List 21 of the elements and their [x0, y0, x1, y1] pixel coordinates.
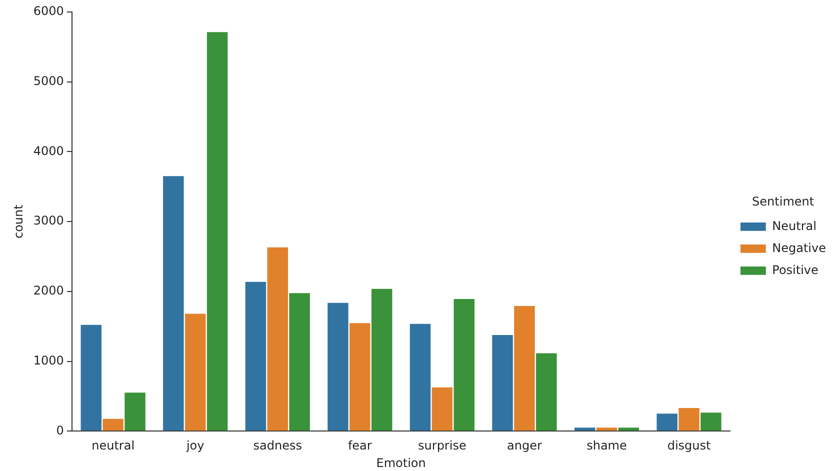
legend-label: Negative: [772, 240, 826, 255]
legend-label: Neutral: [772, 218, 816, 233]
x-tick-label: shame: [586, 438, 627, 453]
legend-label: Positive: [772, 262, 818, 277]
x-tick-label: fear: [348, 438, 372, 453]
x-tick-label: neutral: [92, 438, 135, 453]
y-tick-label: 2000: [33, 284, 64, 298]
x-tick-label: anger: [507, 438, 542, 453]
y-tick-label: 5000: [33, 74, 64, 88]
x-tick-label: joy: [185, 438, 204, 453]
y-axis-title: count: [11, 204, 26, 239]
x-tick-label: sadness: [253, 438, 302, 453]
x-axis-title: Emotion: [376, 456, 426, 470]
y-tick-label: 4000: [33, 144, 64, 158]
y-tick-label: 6000: [33, 4, 64, 18]
x-tick-label: surprise: [418, 438, 466, 453]
y-tick-label: 0: [56, 423, 64, 438]
x-tick-label: disgust: [667, 438, 711, 453]
y-tick-label: 1000: [33, 353, 64, 368]
y-tick-label: 3000: [33, 214, 64, 228]
legend-title: Sentiment: [752, 194, 814, 208]
